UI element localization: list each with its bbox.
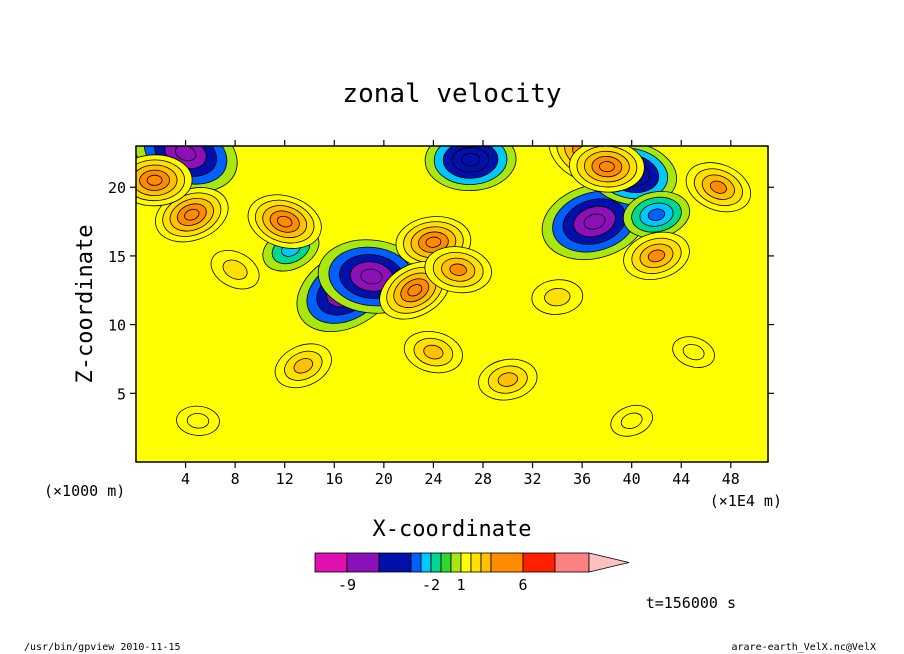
colorbar-segment — [314, 552, 348, 573]
field-feature — [478, 358, 538, 401]
y-tick-label: 15 — [108, 248, 126, 266]
colorbar-extend-arrow — [588, 552, 630, 573]
x-tick-label: 48 — [722, 470, 740, 488]
contour-band — [276, 215, 293, 228]
field-feature — [403, 331, 463, 374]
heatmap-field — [136, 146, 752, 437]
y-tick-label: 10 — [108, 317, 126, 335]
x-unit-right: (×1E4 m) — [710, 492, 782, 510]
contour-band — [222, 259, 248, 280]
field-feature — [424, 146, 517, 192]
colorbar-segment — [554, 552, 590, 573]
contour-band — [184, 208, 200, 221]
contour-band — [647, 249, 666, 263]
field-feature — [176, 405, 220, 436]
colorbar-segment — [450, 552, 462, 573]
field-feature — [685, 162, 752, 213]
field-feature — [622, 191, 691, 239]
colorbar-segment — [460, 552, 472, 573]
x-tick-label: 44 — [672, 470, 690, 488]
colorbar-segment — [346, 552, 380, 573]
x-tick-label: 20 — [375, 470, 393, 488]
footer-right: arare-earth_VelX.nc@VelX — [732, 642, 877, 653]
chart-title: zonal velocity — [342, 79, 561, 109]
colorbar-segment — [470, 552, 482, 573]
colorbar-tick-label: 1 — [456, 576, 465, 594]
contour-band — [146, 174, 163, 186]
x-tick-label: 28 — [474, 470, 492, 488]
field-feature — [424, 246, 492, 294]
colorbar: -9 -2 1 6 — [314, 552, 630, 594]
field-feature — [136, 154, 193, 207]
contour-band — [293, 358, 314, 374]
y-tick-label: 20 — [108, 179, 126, 197]
field-feature — [623, 231, 690, 280]
colorbar-tick-label: 6 — [518, 576, 527, 594]
contour-band — [461, 153, 481, 167]
contour-band — [360, 268, 383, 285]
y-axis-label: Z-coordinate — [73, 225, 98, 384]
colorbar-segment — [430, 552, 442, 573]
colorbar-segment — [420, 552, 432, 573]
contour-band — [423, 344, 444, 360]
colorbar-tick-label: -9 — [338, 576, 356, 594]
y-axis: 5 10 15 20 — [108, 179, 774, 403]
contour-band — [620, 412, 643, 429]
plot-area — [135, 145, 769, 463]
field-feature — [155, 187, 229, 243]
x-tick-label: 12 — [276, 470, 294, 488]
colorbar-segment — [378, 552, 412, 573]
colorbar-tick-label: -2 — [422, 576, 440, 594]
x-tick-label: 16 — [325, 470, 343, 488]
x-tick-label: 36 — [573, 470, 591, 488]
field-feature — [610, 404, 653, 437]
colorbar-segment — [440, 552, 452, 573]
contour-band — [186, 413, 210, 429]
footer-left: /usr/bin/gpview 2010-11-15 — [24, 642, 181, 653]
plot-frame — [135, 145, 769, 463]
contour-band — [497, 372, 518, 387]
contour-band — [449, 263, 467, 276]
field-feature — [569, 146, 645, 193]
contour-band — [425, 236, 442, 248]
colorbar-segment — [410, 552, 422, 573]
field-feature — [541, 183, 648, 260]
x-axis: 4 8 12 16 20 24 28 32 36 40 44 48 — [181, 140, 740, 488]
time-label: t=156000 s — [646, 594, 736, 612]
field-feature — [672, 336, 715, 368]
field-feature — [531, 279, 584, 315]
x-tick-label: 24 — [424, 470, 442, 488]
contour-band — [709, 180, 727, 194]
colorbar-segment — [522, 552, 556, 573]
x-axis-label: X-coordinate — [373, 517, 532, 542]
contour-band — [407, 284, 423, 297]
contour-band — [682, 343, 705, 361]
y-tick-label: 5 — [117, 385, 126, 403]
x-unit-left: (×1000 m) — [44, 482, 125, 500]
field-feature — [247, 194, 322, 249]
contour-band — [599, 161, 615, 173]
contour-band — [544, 287, 571, 307]
contour-band — [583, 213, 606, 230]
contour-band — [647, 208, 666, 221]
x-tick-label: 40 — [623, 470, 641, 488]
colorbar-segment — [490, 552, 524, 573]
x-tick-label: 32 — [524, 470, 542, 488]
x-tick-label: 4 — [181, 470, 190, 488]
field-feature — [274, 343, 332, 389]
field-feature — [210, 250, 260, 290]
x-tick-label: 8 — [231, 470, 240, 488]
colorbar-segment — [480, 552, 492, 573]
